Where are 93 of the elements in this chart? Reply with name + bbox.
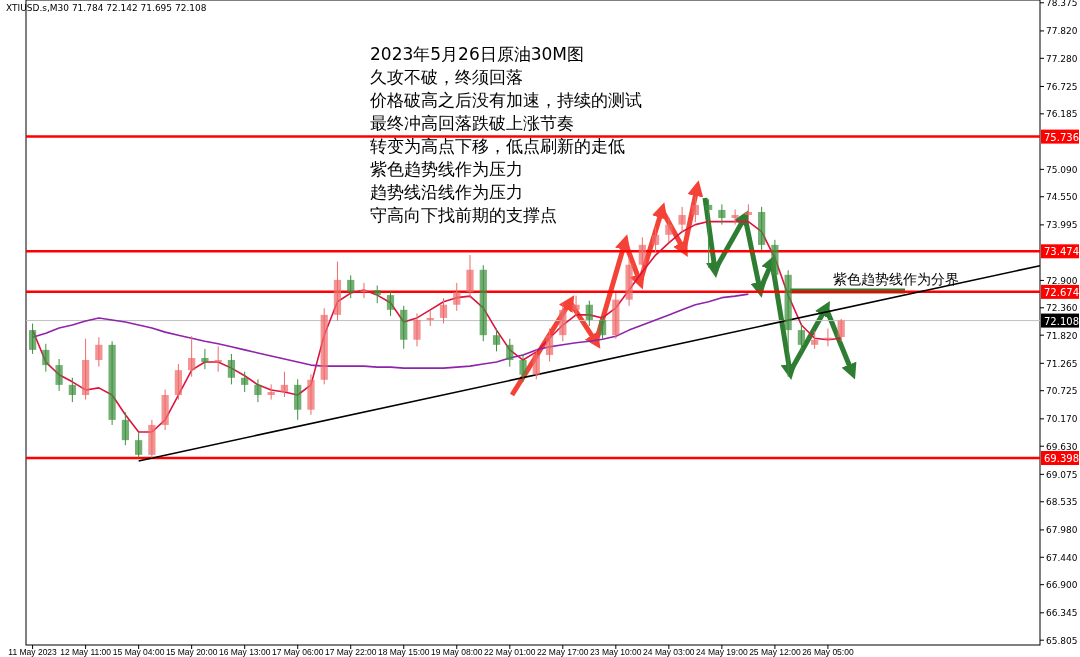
candlestick: [453, 282, 461, 312]
y-tick-label: 72.360: [1046, 303, 1078, 314]
x-tick-label: 11 May 2023: [8, 647, 58, 657]
candlestick: [188, 335, 196, 378]
candlestick: [95, 336, 103, 368]
x-tick-label: 15 May 20:00: [165, 647, 218, 657]
candlestick: [731, 208, 739, 226]
candlestick: [797, 323, 806, 352]
y-tick-label: 77.280: [1046, 53, 1078, 64]
y-tick-label: 70.170: [1046, 414, 1078, 425]
candlestick: [519, 353, 527, 383]
candlestick: [135, 432, 143, 459]
candlestick: [360, 282, 368, 299]
candlestick: [665, 216, 673, 243]
chart-title: 2023年5月26日原油30M图: [370, 44, 585, 64]
x-tick-label: 18 May 15:00: [377, 647, 430, 657]
candlestick: [347, 274, 355, 299]
y-tick-label: 66.345: [1046, 608, 1078, 619]
ref-label: 73.474: [1041, 244, 1079, 259]
y-tick-label: 70.725: [1046, 386, 1078, 397]
candlestick: [837, 318, 845, 343]
candlestick: [492, 328, 501, 352]
annotation: 久攻不破，终须回落: [370, 67, 523, 87]
y-tick-label: 75.090: [1046, 164, 1078, 175]
candlestick: [704, 198, 713, 269]
annotation: 转变为高点下移，低点刷新的走低: [370, 136, 625, 156]
y-tick-label: 65.805: [1046, 635, 1078, 646]
candlestick: [254, 378, 262, 403]
candlestick: [506, 338, 514, 368]
candlestick: [201, 348, 209, 370]
chart-subtitle: XTIUSD.s,M30 71.784 72.142 71.695 72.108: [6, 3, 207, 13]
candlestick: [55, 358, 63, 392]
candlestick: [68, 377, 76, 403]
x-tick-label: 17 May 22:00: [324, 647, 377, 657]
candlestick: [585, 300, 593, 327]
candlestick: [598, 315, 607, 340]
ref-label: 75.736: [1041, 129, 1079, 144]
x-tick-label: 25 May 12:00: [749, 647, 801, 657]
y-tick-label: 68.535: [1046, 497, 1078, 508]
candlestick: [280, 371, 289, 398]
x-tick-label: 22 May 17:00: [537, 647, 589, 657]
candlestick: [121, 411, 129, 446]
x-tick-label: 12 May 11:00: [60, 647, 112, 657]
candlestick: [241, 371, 249, 393]
ref-label: 69.398: [1041, 451, 1079, 465]
y-tick-label: 71.820: [1046, 330, 1078, 341]
x-tick-label: 26 May 05:00: [802, 647, 854, 657]
candlestick: [691, 196, 699, 223]
annotation: 趋势线沿线作为压力: [370, 182, 523, 202]
x-tick-label: 15 May 04:00: [112, 647, 165, 657]
y-tick-label: 77.820: [1046, 26, 1078, 37]
y-tick-label: 66.900: [1046, 580, 1078, 591]
y-tick-label: 67.440: [1046, 552, 1078, 563]
y-tick-label: 78.375: [1046, 0, 1078, 9]
y-tick-label: 69.075: [1046, 469, 1078, 480]
x-tick-label: 24 May 03:00: [643, 647, 695, 657]
annotation: 守高向下找前期的支撑点: [370, 205, 557, 225]
y-tick-label: 67.980: [1046, 525, 1078, 536]
ref-label: 72.108: [1041, 313, 1079, 328]
y-tick-label: 72.900: [1046, 275, 1078, 286]
y-tick-label: 76.725: [1046, 81, 1078, 92]
annotation: 紫色趋势线作为分界: [833, 270, 959, 287]
y-tick-label: 71.265: [1046, 358, 1078, 369]
candlestick: [386, 290, 395, 317]
candlestick: [545, 328, 554, 363]
candlestick: [678, 206, 686, 233]
candlestick: [439, 297, 448, 325]
candlestick: [532, 348, 540, 380]
candlestick: [28, 323, 37, 355]
y-tick-label: 76.185: [1046, 109, 1078, 120]
candlestick: [227, 353, 236, 385]
candlestick: [651, 226, 660, 254]
x-tick-label: 17 May 06:00: [271, 647, 324, 657]
candlestick: [824, 328, 832, 347]
y-tick-label: 73.995: [1046, 220, 1078, 231]
x-tick-label: 22 May 01:00: [484, 647, 536, 657]
annotation: 紫色趋势线作为压力: [370, 159, 523, 179]
candlestick: [638, 236, 646, 271]
x-tick-label: 24 May 19:00: [696, 647, 748, 657]
candlestick: [572, 295, 580, 317]
candlestick: [413, 312, 421, 347]
candlestick: [214, 345, 222, 373]
x-tick-label: 19 May 08:00: [431, 647, 483, 657]
y-tick-label: 69.630: [1046, 441, 1078, 452]
annotation: 最终冲高回落跌破上涨节奏: [370, 113, 574, 133]
y-tick-label: 74.550: [1046, 192, 1078, 203]
x-tick-label: 16 May 13:00: [218, 647, 271, 657]
annotation: 价格破高之后没有加速，持续的测试: [369, 90, 642, 110]
candlestick: [42, 343, 50, 373]
candlestick: [718, 203, 726, 226]
x-tick-label: 23 May 10:00: [590, 647, 642, 657]
candlestick: [466, 254, 474, 299]
ref-label: 72.674: [1041, 284, 1079, 299]
